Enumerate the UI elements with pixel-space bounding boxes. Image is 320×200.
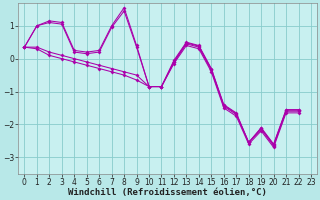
X-axis label: Windchill (Refroidissement éolien,°C): Windchill (Refroidissement éolien,°C) [68, 188, 267, 197]
